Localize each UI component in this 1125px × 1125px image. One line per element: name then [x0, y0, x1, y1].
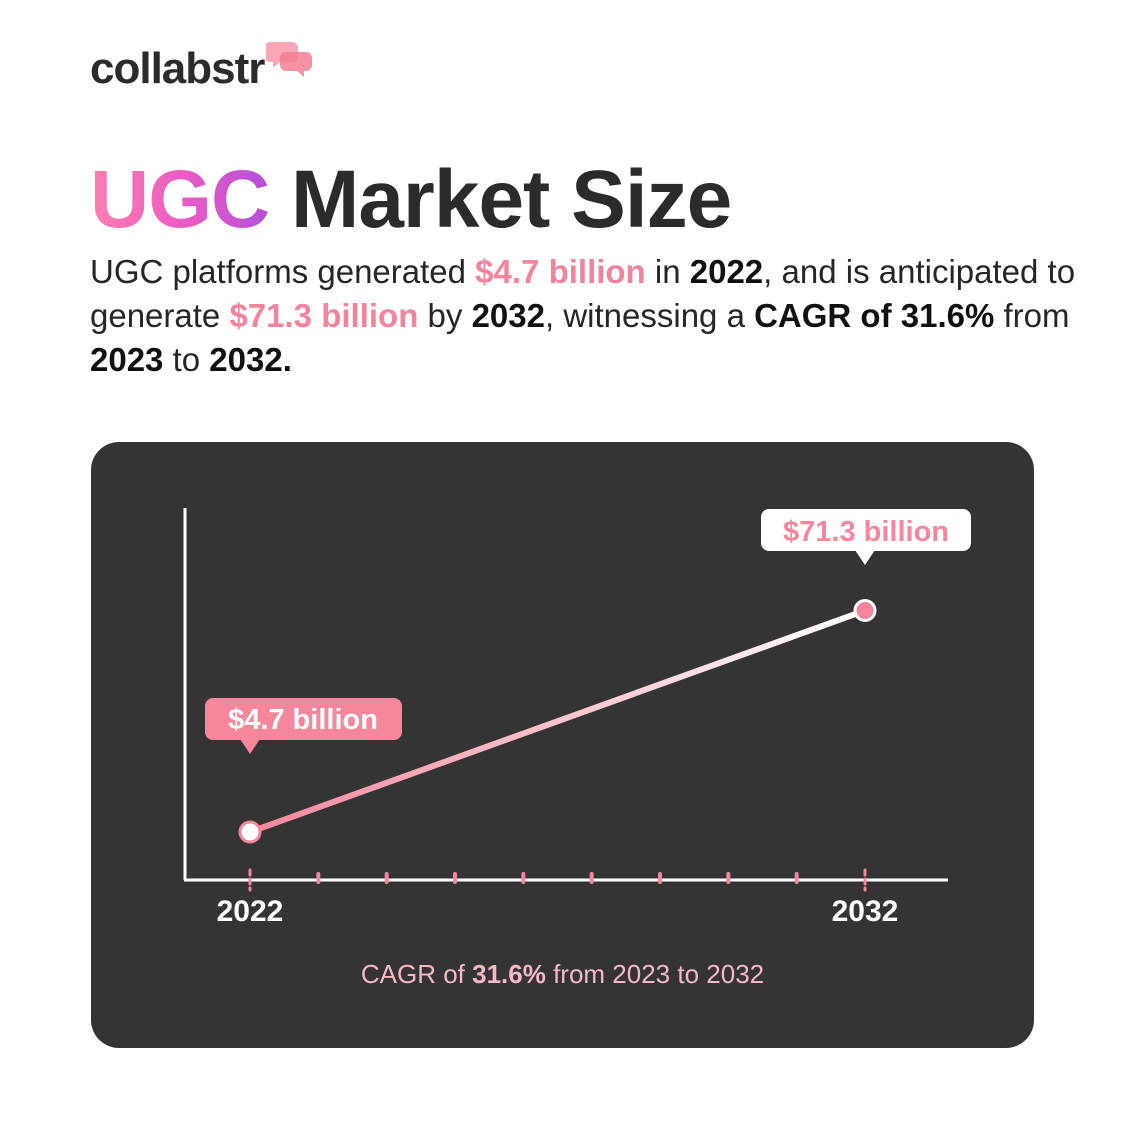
series-line: [247, 607, 868, 835]
desc-year: 2032: [471, 297, 545, 334]
cagr-note-suffix: from 2023 to 2032: [545, 959, 765, 989]
data-label-2022: $4.7 billion: [205, 698, 402, 754]
page-title: UGC Market Size: [90, 150, 732, 250]
line-chart: $4.7 billion $71.3 billion 2022 2032: [183, 508, 971, 928]
cagr-note-rate: 31.6%: [472, 959, 546, 989]
desc-text: , witnessing a: [544, 297, 755, 334]
desc-value-2022: $4.7 billion: [475, 253, 646, 290]
desc-text: by: [418, 297, 472, 334]
title-highlight: UGC: [90, 154, 270, 245]
data-label-2022-text: $4.7 billion: [228, 704, 378, 736]
desc-year: 2023: [90, 341, 164, 378]
desc-text: , and is anticipated to generate: [90, 253, 1076, 334]
brand-name: collabstr: [90, 44, 265, 93]
data-label-2032-text: $71.3 billion: [783, 516, 949, 548]
chat-bubbles-icon: [266, 42, 313, 77]
desc-text: UGC platforms generated: [90, 253, 476, 290]
data-label-2032: $71.3 billion: [761, 509, 971, 565]
data-point-2032: [853, 599, 877, 623]
x-tick-label-2022: 2022: [217, 895, 284, 928]
summary-text: UGC platforms generated $4.7 billion in …: [90, 250, 1080, 382]
desc-text: in: [645, 253, 690, 290]
cagr-note-prefix: CAGR of: [360, 959, 473, 989]
desc-year: 2022: [689, 253, 764, 290]
data-point-2022: [238, 820, 262, 844]
cagr-note: CAGR of 31.6% from 2023 to 2032: [91, 959, 1034, 990]
desc-text: from: [994, 297, 1070, 334]
desc-value-2032: $71.3 billion: [229, 297, 419, 334]
desc-text: to: [163, 341, 210, 378]
desc-cagr: CAGR of 31.6%: [754, 297, 995, 334]
title-rest: Market Size: [291, 154, 732, 245]
x-axis-ticks: [248, 868, 867, 892]
brand-logo: collabstr: [90, 42, 314, 94]
desc-year: 2032.: [209, 341, 292, 378]
chart-card: $4.7 billion $71.3 billion 2022 2032 CAG…: [91, 442, 1034, 1048]
x-tick-label-2032: 2032: [832, 895, 899, 928]
